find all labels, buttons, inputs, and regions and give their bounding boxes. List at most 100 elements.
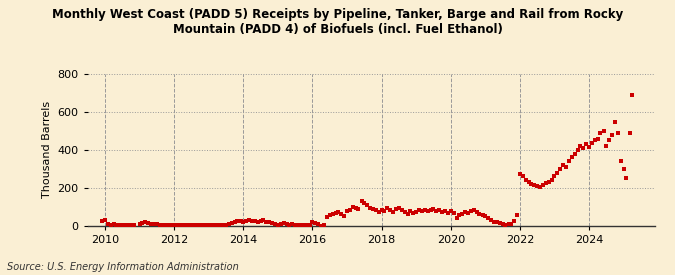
Point — [624, 131, 635, 135]
Point — [408, 211, 418, 215]
Point — [175, 223, 186, 227]
Point — [301, 223, 312, 227]
Point — [431, 209, 441, 213]
Point — [292, 223, 303, 227]
Point — [595, 131, 606, 135]
Point — [298, 223, 309, 227]
Point — [627, 93, 638, 97]
Point — [108, 222, 119, 226]
Point — [503, 222, 514, 226]
Point — [382, 206, 393, 211]
Point — [171, 223, 182, 227]
Point — [270, 222, 281, 226]
Point — [419, 208, 430, 213]
Point — [178, 223, 188, 227]
Point — [316, 224, 327, 229]
Point — [529, 183, 540, 187]
Point — [148, 221, 159, 226]
Point — [166, 223, 177, 227]
Point — [414, 208, 425, 213]
Point — [584, 145, 595, 149]
Point — [457, 212, 468, 216]
Point — [376, 208, 387, 213]
Point — [495, 221, 506, 226]
Point — [538, 183, 549, 187]
Point — [123, 223, 134, 227]
Point — [486, 218, 497, 222]
Point — [462, 211, 473, 215]
Point — [287, 222, 298, 226]
Point — [587, 141, 597, 145]
Point — [362, 202, 373, 207]
Point — [555, 167, 566, 171]
Point — [541, 181, 551, 185]
Point — [321, 215, 332, 219]
Point — [428, 207, 439, 212]
Point — [506, 221, 516, 226]
Point — [160, 223, 171, 227]
Point — [523, 180, 534, 184]
Point — [342, 209, 352, 213]
Point — [468, 208, 479, 213]
Point — [448, 211, 459, 215]
Point — [603, 138, 614, 143]
Point — [452, 216, 462, 220]
Point — [203, 223, 214, 227]
Point — [558, 163, 568, 167]
Point — [319, 222, 329, 227]
Text: Monthly West Coast (PADD 5) Receipts by Pipeline, Tanker, Barge and Rail from Ro: Monthly West Coast (PADD 5) Receipts by … — [52, 8, 623, 36]
Point — [598, 129, 609, 133]
Point — [477, 213, 488, 217]
Point — [443, 211, 454, 215]
Point — [100, 218, 111, 222]
Point — [434, 208, 445, 213]
Point — [230, 220, 240, 224]
Point — [422, 209, 433, 213]
Point — [549, 174, 560, 178]
Point — [255, 219, 266, 223]
Point — [371, 208, 381, 213]
Point — [261, 219, 272, 224]
Point — [526, 182, 537, 186]
Point — [394, 206, 404, 211]
Point — [244, 218, 254, 222]
Point — [480, 214, 491, 218]
Point — [333, 210, 344, 214]
Point — [134, 221, 145, 226]
Point — [192, 223, 202, 227]
Point — [471, 210, 482, 214]
Point — [198, 223, 209, 227]
Point — [189, 223, 200, 227]
Point — [137, 221, 148, 225]
Point — [589, 138, 600, 143]
Point — [264, 220, 275, 224]
Point — [325, 213, 335, 217]
Point — [552, 170, 563, 175]
Point — [497, 222, 508, 226]
Point — [103, 221, 113, 226]
Point — [396, 208, 407, 213]
Point — [200, 223, 211, 227]
Point — [581, 142, 592, 146]
Point — [310, 221, 321, 226]
Point — [618, 167, 629, 171]
Point — [258, 218, 269, 222]
Point — [119, 222, 130, 227]
Point — [194, 223, 205, 227]
Point — [327, 212, 338, 216]
Point — [128, 223, 139, 227]
Point — [517, 174, 528, 178]
Point — [184, 222, 194, 227]
Point — [281, 221, 292, 226]
Point — [97, 219, 108, 223]
Point — [238, 219, 248, 224]
Point — [290, 222, 300, 227]
Point — [284, 222, 295, 227]
Point — [509, 219, 520, 223]
Point — [439, 209, 450, 213]
Point — [348, 204, 358, 209]
Point — [209, 223, 220, 227]
Point — [546, 178, 557, 182]
Point — [307, 220, 318, 224]
Point — [353, 207, 364, 212]
